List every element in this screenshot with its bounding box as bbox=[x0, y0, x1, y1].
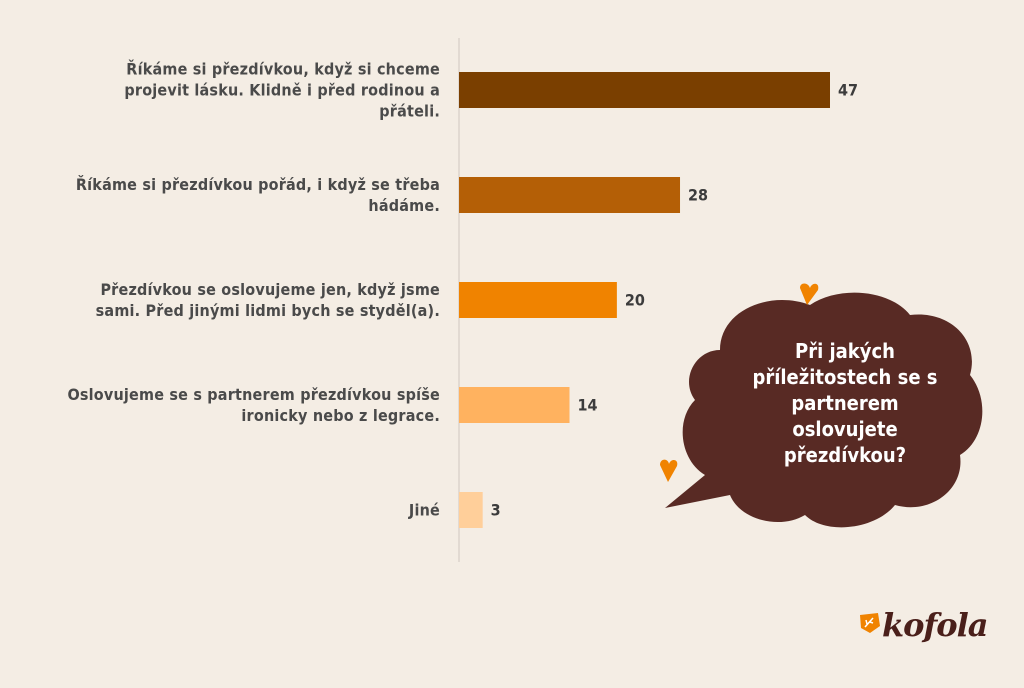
kofola-logo-icon bbox=[860, 613, 880, 633]
data-label: 47 bbox=[838, 80, 859, 100]
category-label: Přezdívkou se oslovujeme jen, když jsme … bbox=[95, 280, 440, 320]
data-label: 3 bbox=[490, 500, 501, 520]
data-label: 14 bbox=[577, 395, 598, 415]
kofola-logo: kofola bbox=[882, 606, 989, 644]
category-label: Říkáme si přezdívkou, když si chceme pro… bbox=[124, 59, 440, 121]
speech-bubble bbox=[660, 283, 983, 528]
bar bbox=[459, 72, 830, 108]
category-label: Oslovujeme se s partnerem přezdívkou spí… bbox=[67, 385, 440, 425]
data-label: 20 bbox=[624, 290, 645, 310]
category-label: Říkáme si přezdívkou pořád, i když se tř… bbox=[75, 175, 440, 215]
bar bbox=[459, 177, 681, 213]
heart-icon bbox=[660, 459, 678, 482]
category-label: Jiné bbox=[408, 500, 440, 520]
bar bbox=[459, 387, 570, 423]
heart-icon bbox=[800, 283, 819, 305]
bar bbox=[459, 492, 483, 528]
bar bbox=[459, 282, 617, 318]
data-label: 28 bbox=[688, 185, 709, 205]
question-title: Při jakých příležitostech se s partnerem… bbox=[752, 339, 938, 467]
